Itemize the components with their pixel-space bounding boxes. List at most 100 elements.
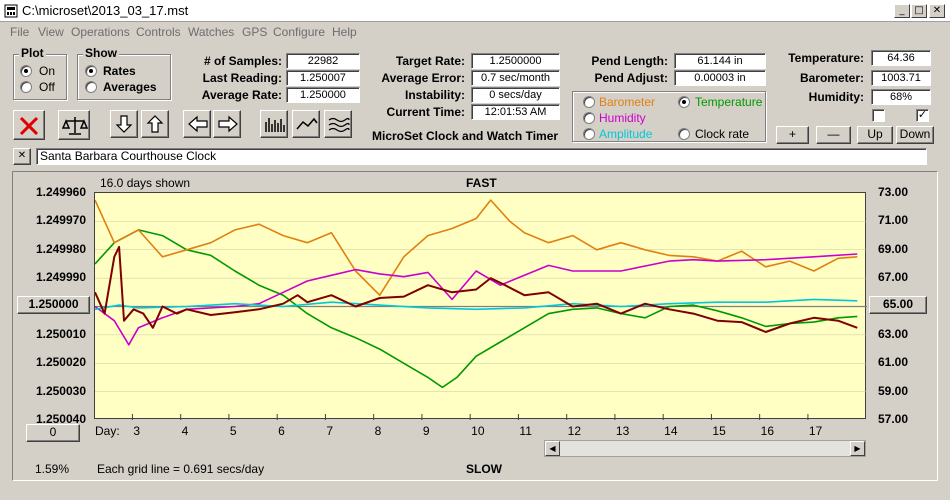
env-checkbox-1[interactable] — [872, 109, 885, 122]
series-amplitude-radio[interactable] — [583, 128, 595, 140]
right-tick-label: 69.00 — [877, 241, 908, 256]
stop-button[interactable] — [13, 110, 45, 140]
right-tick-label: 61.00 — [877, 355, 908, 370]
plus-button[interactable]: + — [776, 126, 809, 144]
env-checkbox-2[interactable]: ✓ — [916, 109, 929, 122]
series-barometer — [95, 199, 858, 296]
day-tick-label: 5 — [229, 424, 237, 438]
menu-operations[interactable]: Operations — [71, 25, 130, 39]
menu-help[interactable]: Help — [332, 25, 357, 39]
wave-graph-icon — [328, 117, 350, 133]
menu-view[interactable]: View — [38, 25, 64, 39]
series-selector — [572, 91, 766, 142]
day-tick-label: 11 — [519, 424, 532, 438]
arrow-left-icon — [188, 115, 208, 133]
barometer-value: 1003.71 — [871, 70, 931, 86]
series-barometer-label: Barometer — [599, 95, 656, 109]
day-tick-label: 4 — [181, 424, 189, 438]
app-caption: MicroSet Clock and Watch Timer — [372, 129, 559, 143]
pend-adjust-label: Pend Adjust: — [594, 71, 668, 85]
plot-on-label: On — [39, 64, 56, 78]
line-graph-button[interactable] — [292, 110, 320, 138]
series-clock-rate-label: Clock rate — [695, 127, 750, 141]
series-humidity-radio[interactable] — [583, 112, 595, 124]
maximize-button[interactable]: □ — [911, 4, 927, 18]
horizontal-scrollbar[interactable]: ◀ ▶ — [544, 440, 866, 457]
right-tick-label: 73.00 — [877, 185, 908, 199]
arrow-left-button[interactable] — [183, 110, 211, 138]
minimize-button[interactable]: _ — [894, 4, 910, 18]
arrow-right-icon — [218, 115, 238, 133]
left-tick-label: 1.249980 — [35, 241, 86, 256]
scroll-right-button[interactable]: ▶ — [850, 441, 865, 456]
arrow-down-button[interactable] — [110, 110, 138, 138]
scroll-left-button[interactable]: ◀ — [545, 441, 560, 456]
pend-length-value[interactable]: 61.144 in — [674, 53, 766, 69]
left-center-button[interactable]: 1.250000 — [17, 296, 90, 314]
day-tick-label: 12 — [567, 424, 582, 438]
last-reading-value: 1.250007 — [286, 70, 360, 86]
menu-configure[interactable]: Configure — [273, 25, 326, 39]
watch-name-field[interactable]: Santa Barbara Courthouse Clock — [36, 148, 927, 165]
watch-close-button[interactable]: ✕ — [13, 148, 31, 165]
average-rate-value: 1.250000 — [286, 87, 360, 103]
show-averages-radio[interactable] — [85, 81, 97, 93]
right-tick-label: 59.00 — [877, 383, 908, 398]
series-clock-rate-radio[interactable] — [678, 128, 690, 140]
target-rate-value[interactable]: 1.2500000 — [471, 53, 560, 69]
arrow-up-button[interactable] — [141, 110, 169, 138]
average-error-label: Average Error: — [381, 71, 465, 85]
series-temperature-radio[interactable] — [678, 96, 690, 108]
target-rate-label: Target Rate: — [395, 54, 465, 68]
show-group — [77, 54, 171, 100]
samples-value: 22982 — [286, 53, 360, 69]
series-barometer-radio[interactable] — [583, 96, 595, 108]
show-rates-radio[interactable] — [85, 65, 97, 77]
arrow-right-button[interactable] — [213, 110, 241, 138]
minus-button[interactable]: — — [816, 126, 851, 144]
menu-controls[interactable]: Controls — [136, 25, 181, 39]
wave-graph-button[interactable] — [324, 110, 352, 138]
left-tick-label: 1.250020 — [35, 355, 86, 370]
balance-scale-icon — [62, 117, 88, 135]
menu-file[interactable]: File — [10, 25, 30, 39]
instability-value: 0 secs/day — [471, 87, 560, 103]
day-tick-label: 8 — [374, 424, 382, 438]
plot-off-radio[interactable] — [20, 81, 32, 93]
bar-graph-button[interactable] — [260, 110, 288, 138]
chart-frame — [12, 171, 938, 481]
menu-gps[interactable]: GPS — [242, 25, 268, 39]
up-button[interactable]: Up — [857, 126, 893, 144]
right-tick-label: 71.00 — [877, 213, 908, 228]
plot-area[interactable] — [94, 192, 867, 420]
series-amplitude-label: Amplitude — [599, 127, 653, 141]
app-icon[interactable] — [4, 4, 18, 18]
humidity-label: Humidity: — [808, 90, 864, 104]
left-tick-label: 1.250010 — [35, 326, 86, 341]
days-shown-label: 16.0 days shown — [100, 176, 191, 190]
plot-on-radio[interactable] — [20, 65, 32, 77]
left-offset-button[interactable]: 0 — [26, 424, 80, 442]
day-tick-label: 3 — [133, 424, 141, 438]
line-graph-icon — [296, 117, 318, 130]
average-error-value: 0.7 sec/month — [471, 70, 560, 86]
day-tick-label: 9 — [422, 424, 430, 438]
down-button[interactable]: Down — [896, 126, 934, 144]
window-title: C:\microset\2013_03_17.mst — [22, 3, 189, 18]
samples-label: # of Samples: — [203, 54, 282, 68]
pend-adjust-value[interactable]: 0.00003 in — [674, 70, 766, 86]
average-rate-label: Average Rate: — [201, 88, 282, 102]
close-button[interactable]: ✕ — [929, 4, 945, 18]
last-reading-label: Last Reading: — [202, 71, 282, 85]
right-center-button[interactable]: 65.00 — [869, 296, 927, 314]
plot-svg — [95, 199, 867, 420]
pend-length-label: Pend Length: — [591, 54, 668, 68]
day-tick-label: 17 — [808, 424, 823, 438]
series-amplitude — [95, 298, 858, 311]
day-tick-label: 6 — [278, 424, 285, 438]
balance-button[interactable] — [58, 110, 90, 140]
menu-watches[interactable]: Watches — [188, 25, 235, 39]
arrow-up-icon — [146, 115, 164, 133]
left-tick-label: 1.249960 — [35, 185, 86, 199]
day-axis-label: Day: — [95, 424, 120, 438]
